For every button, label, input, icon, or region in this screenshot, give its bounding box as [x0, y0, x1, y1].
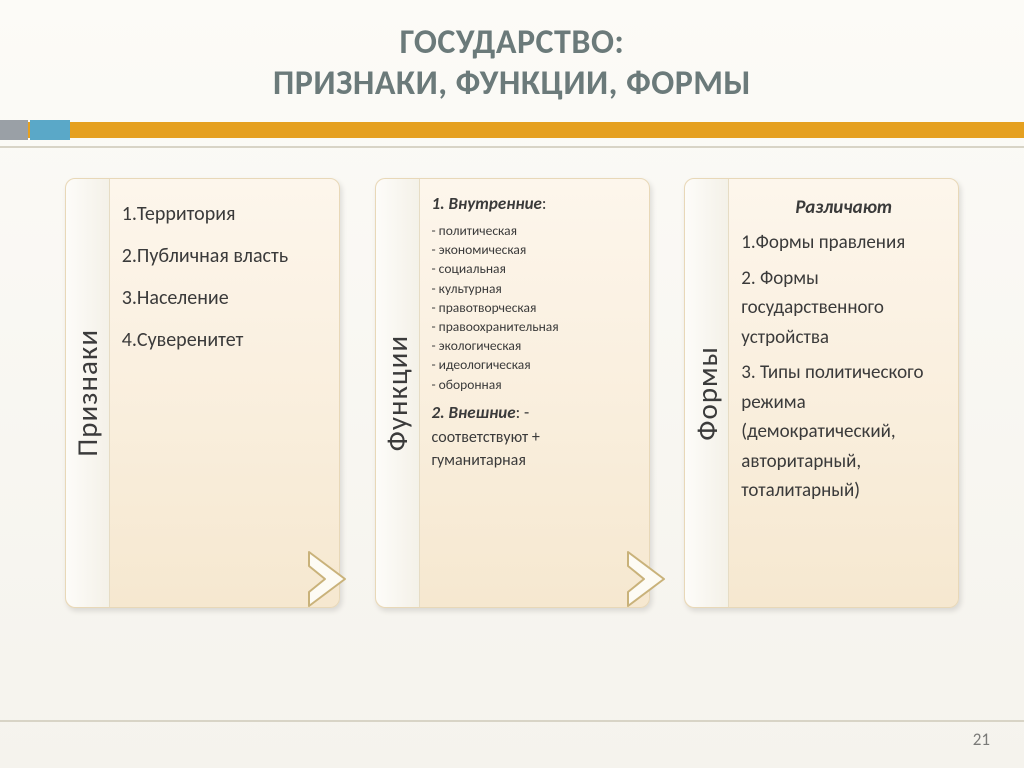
p2-sub: - социальная — [432, 260, 637, 278]
p1-item: 2.Публичная власть — [122, 235, 327, 277]
p1-item: 3.Население — [122, 277, 327, 319]
p2-tail: гуманитарная — [432, 450, 637, 472]
p3-item: 1.Формы правления — [741, 228, 946, 257]
p3-item: 3. Типы политического режима (демократич… — [741, 358, 946, 505]
p2-tail: соответствуют + — [432, 427, 637, 449]
slide-title-line1: ГОСУДАРСТВО: — [0, 22, 1024, 63]
panel-body-priznaki: 1.Территория 2.Публичная власть 3.Населе… — [110, 179, 339, 607]
p2-sub: - идеологическая — [432, 356, 637, 374]
p2-heading-internal: 1. Внутренние: — [432, 193, 637, 216]
accent-stripe — [0, 122, 1024, 138]
stripe-blue-block — [30, 120, 70, 140]
panel-body-funkcii: 1. Внутренние: - политическая - экономич… — [420, 179, 649, 607]
panels-row: Признаки 1.Территория 2.Публичная власть… — [0, 178, 1024, 608]
page-number: 21 — [973, 729, 990, 750]
panel-tab-funkcii: Функции — [376, 179, 420, 607]
panel-body-formy: Различают 1.Формы правления 2. Формы гос… — [729, 179, 958, 607]
p2-heading-external: 2. Внешние: - — [432, 402, 637, 425]
tab-label-formy: Формы — [689, 346, 725, 441]
divider-line — [0, 146, 1024, 148]
p1-item: 4.Суверенитет — [122, 319, 327, 361]
panel-funkcii: Функции 1. Внутренние: - политическая - … — [375, 178, 650, 608]
p2-sub: - культурная — [432, 280, 637, 298]
tab-label-funkcii: Функции — [379, 335, 415, 451]
slide-title-line2: ПРИЗНАКИ, ФУНКЦИИ, ФОРМЫ — [0, 63, 1024, 104]
footer-divider — [0, 720, 1024, 722]
p2-sub: - оборонная — [432, 376, 637, 394]
stripe-grey-block — [0, 120, 28, 140]
panel-formy: Формы Различают 1.Формы правления 2. Фор… — [684, 178, 959, 608]
p1-item: 1.Территория — [122, 193, 327, 235]
p2-sub: - экологическая — [432, 337, 637, 355]
p2-sub: - правоохранительная — [432, 318, 637, 336]
p3-item: 2. Формы государственного устройства — [741, 264, 946, 352]
slide-header: ГОСУДАРСТВО: ПРИЗНАКИ, ФУНКЦИИ, ФОРМЫ — [0, 0, 1024, 122]
panel-priznaki: Признаки 1.Территория 2.Публичная власть… — [65, 178, 340, 608]
p2-sub: - правотворческая — [432, 299, 637, 317]
p3-heading: Различают — [741, 193, 946, 222]
panel-tab-formy: Формы — [685, 179, 729, 607]
p2-sub: - экономическая — [432, 241, 637, 259]
panel-tab-priznaki: Признаки — [66, 179, 110, 607]
tab-label-priznaki: Признаки — [69, 329, 105, 457]
p2-sub: - политическая — [432, 222, 637, 240]
